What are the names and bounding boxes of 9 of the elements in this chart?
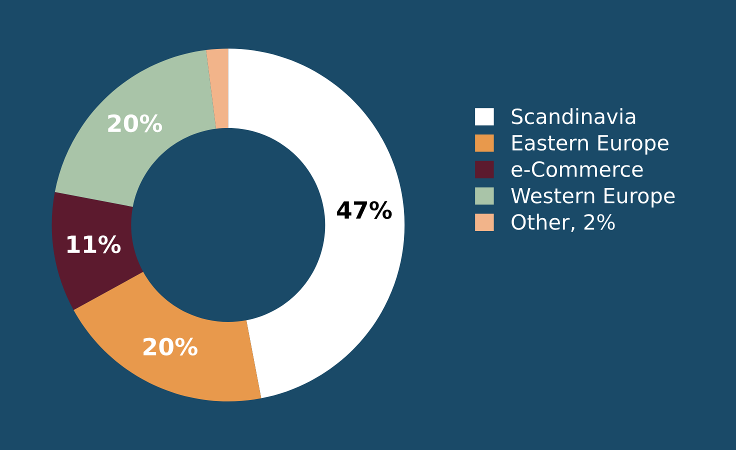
data-label: 20% (144, 338, 198, 356)
legend-label: Western Europe (511, 188, 675, 208)
legend-label: Eastern Europe (512, 135, 668, 155)
data-label: 20% (108, 114, 162, 132)
legend-label: e-Commerce (512, 161, 643, 178)
data-label: 11% (68, 235, 121, 254)
legend-label: Scandinavia (512, 108, 636, 124)
legend-label: Other, 2% (512, 214, 615, 232)
data-label: 47% (337, 201, 392, 219)
